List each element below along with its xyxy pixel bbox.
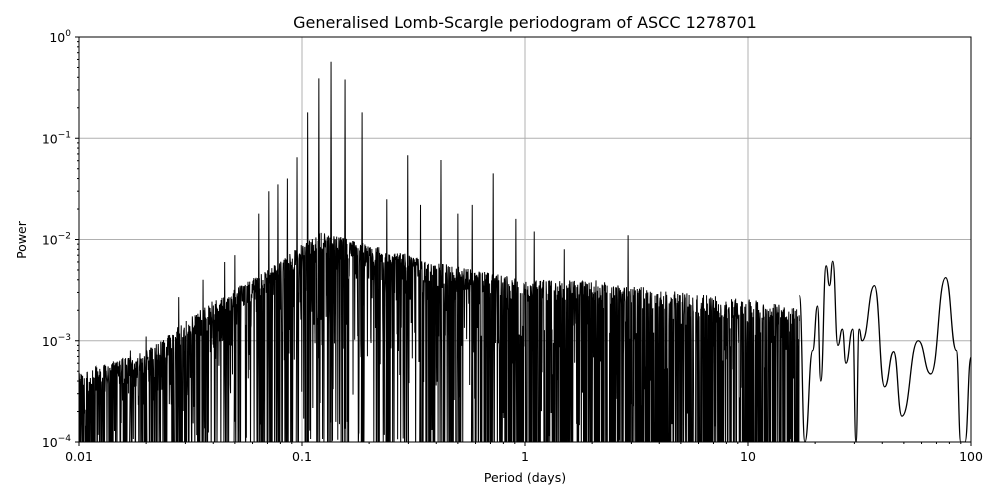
- y-tick-label: 10−1: [42, 130, 71, 146]
- grid-lines: [79, 37, 971, 442]
- x-tick-label: 0.01: [65, 449, 93, 464]
- x-tick-label: 100: [959, 449, 983, 464]
- x-tick-label: 10: [740, 449, 756, 464]
- periodogram-tail-line: [798, 260, 971, 442]
- y-tick-label: 100: [49, 29, 71, 45]
- y-tick-label: 10−4: [42, 434, 71, 450]
- y-tick-label: 10−2: [42, 232, 71, 248]
- x-axis-ticks: 0.01 0.1 1 10 100: [65, 442, 983, 464]
- y-axis-label: Power: [14, 220, 29, 259]
- chart-title: Generalised Lomb-Scargle periodogram of …: [293, 13, 757, 32]
- x-axis-label: Period (days): [484, 470, 566, 485]
- x-tick-label: 1: [521, 449, 529, 464]
- y-axis-ticks: 10−4 10−3 10−2 10−1 100: [42, 29, 79, 450]
- periodogram-line: [79, 61, 800, 442]
- y-tick-label: 10−3: [42, 333, 71, 349]
- x-tick-label: 0.1: [292, 449, 312, 464]
